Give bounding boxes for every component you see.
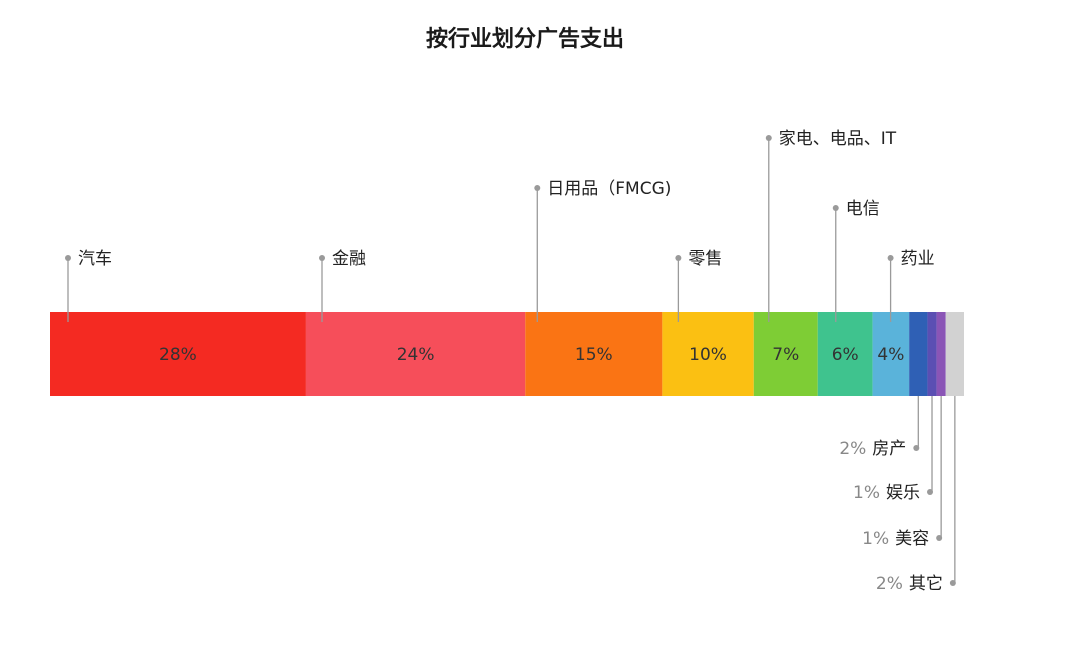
segment-value-label-5: 6% — [832, 345, 859, 365]
segment-value-label-4: 7% — [772, 345, 799, 365]
percent-label-8: 1% — [853, 483, 880, 503]
leader-dot-5 — [832, 205, 839, 211]
category-label-4: 家电、电品、IT — [779, 129, 897, 149]
leader-dot-3 — [675, 255, 682, 261]
category-label-7: 房产 — [872, 439, 906, 459]
bar-segment-6 — [872, 312, 910, 396]
bar-segment-10 — [945, 312, 964, 396]
bar-segment-1 — [305, 312, 526, 396]
bar-segment-5 — [817, 312, 873, 396]
leader-dot-6 — [887, 255, 894, 261]
category-label-0: 汽车 — [78, 249, 112, 269]
bar-segment-9 — [936, 312, 946, 396]
bar-segment-0 — [50, 312, 306, 396]
bar-segment-3 — [662, 312, 754, 396]
category-label-8: 娱乐 — [886, 483, 920, 503]
category-label-3: 零售 — [688, 249, 722, 269]
category-label-1: 金融 — [332, 249, 366, 269]
segment-value-label-2: 15% — [575, 345, 613, 365]
leader-dot-0 — [65, 255, 71, 261]
leader-dot-1 — [319, 255, 325, 261]
category-label-5: 电信 — [846, 199, 880, 219]
bar-segment-7 — [909, 312, 928, 396]
percent-label-10: 2% — [876, 574, 903, 594]
percent-label-9: 1% — [862, 529, 889, 549]
leader-dot-9 — [936, 535, 943, 541]
leader-lines — [65, 135, 956, 586]
bar-segment-2 — [525, 312, 663, 396]
category-label-9: 美容 — [895, 529, 929, 549]
category-label-6: 药业 — [901, 249, 935, 269]
leader-dot-4 — [765, 135, 772, 141]
leader-dot-10 — [949, 580, 956, 586]
bar-segments: 28% 24% 15% 10% 7% 6% 4% — [50, 312, 964, 396]
segment-value-label-3: 10% — [689, 345, 727, 365]
category-label-2: 日用品（FMCG) — [547, 179, 671, 199]
percent-label-7: 2% — [839, 439, 866, 459]
segment-value-label-6: 4% — [877, 345, 904, 365]
segment-value-label-0: 28% — [159, 345, 197, 365]
leader-dot-2 — [534, 185, 541, 191]
bar-segment-4 — [753, 312, 818, 396]
category-label-10: 其它 — [909, 574, 943, 594]
segment-value-label-1: 24% — [397, 345, 435, 365]
leader-dot-8 — [927, 489, 934, 495]
leader-dot-7 — [913, 445, 920, 451]
bar-segment-8 — [927, 312, 937, 396]
chart-title: 按行业划分广告支出 — [426, 26, 624, 52]
